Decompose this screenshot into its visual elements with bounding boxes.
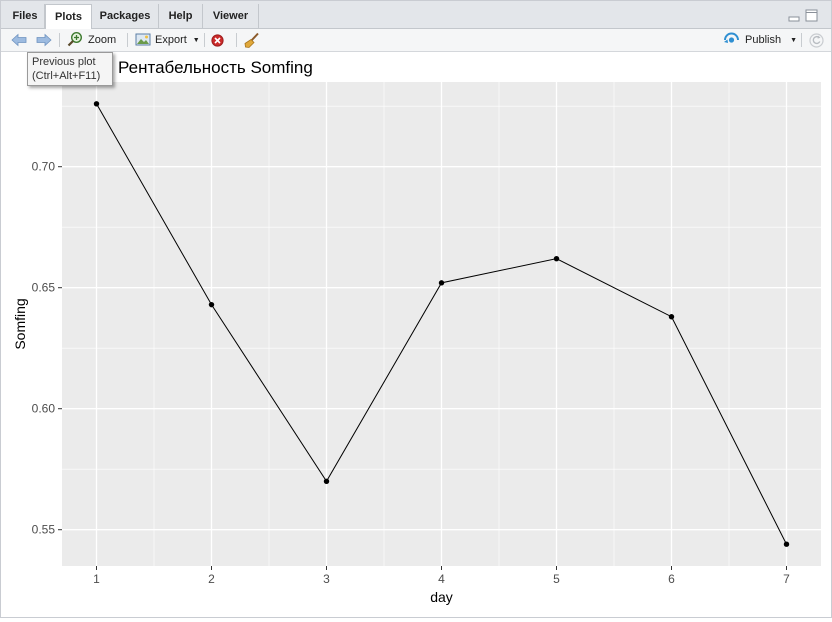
- zoom-icon: [67, 31, 83, 50]
- refresh-icon[interactable]: [809, 31, 824, 49]
- minimize-pane-icon[interactable]: [788, 9, 800, 22]
- toolbar-separator: [127, 33, 128, 47]
- x-tick-label: 6: [668, 572, 675, 586]
- previous-plot-tooltip: Previous plot (Ctrl+Alt+F11): [27, 52, 113, 86]
- zoom-button[interactable]: Zoom: [67, 31, 116, 49]
- plots-toolbar: Zoom Export ▼ Publish ▼: [1, 29, 831, 52]
- data-point: [783, 541, 790, 547]
- x-tick-label: 1: [93, 572, 100, 586]
- axis-ticks: [58, 166, 787, 570]
- export-icon: [135, 32, 151, 49]
- y-tick-labels: 0.55 0.60 0.65 0.70: [32, 160, 56, 537]
- x-tick-labels: 1 2 3 4 5 6 7: [93, 572, 790, 586]
- chevron-down-icon: ▼: [790, 36, 798, 44]
- broom-icon[interactable]: [244, 31, 260, 49]
- toolbar-separator: [801, 33, 802, 47]
- x-tick-label: 5: [553, 572, 560, 586]
- toolbar-separator: [236, 33, 237, 47]
- maximize-pane-icon[interactable]: [805, 9, 818, 22]
- toolbar-separator: [204, 33, 205, 47]
- tab-help[interactable]: Help: [159, 4, 203, 28]
- arrow-left-icon[interactable]: [11, 31, 27, 49]
- chevron-down-icon: ▼: [192, 36, 200, 44]
- x-axis-title: day: [430, 589, 453, 605]
- tooltip-title: Previous plot: [32, 56, 96, 68]
- data-point: [553, 255, 560, 262]
- tooltip-shortcut: (Ctrl+Alt+F11): [32, 70, 101, 82]
- y-tick-label: 0.70: [32, 160, 56, 174]
- line-chart: 0.55 0.60 0.65 0.70 1 2 3 4 5 6 7 ин1 Рентабельно…: [12, 58, 821, 605]
- data-point: [438, 280, 445, 286]
- pane-tab-bar: Files Plots Packages Help Viewer: [1, 1, 831, 29]
- y-axis-title: Somfing: [12, 298, 28, 349]
- export-menu-button[interactable]: Export ▼: [135, 31, 200, 49]
- data-point: [668, 314, 675, 320]
- data-points: [93, 101, 790, 547]
- x-tick-label: 7: [783, 572, 790, 586]
- x-tick-label: 2: [208, 572, 215, 586]
- toolbar-separator: [59, 33, 60, 47]
- tab-plots[interactable]: Plots: [45, 4, 92, 29]
- x-tick-label: 3: [323, 572, 330, 586]
- publish-icon: [723, 32, 740, 49]
- data-point: [208, 301, 215, 308]
- plot-viewer: 0.55 0.60 0.65 0.70 1 2 3 4 5 6 7 ин1 Рентабельно…: [1, 52, 831, 617]
- data-point: [93, 101, 100, 107]
- data-point: [323, 478, 330, 484]
- y-tick-label: 0.65: [32, 281, 56, 295]
- tab-files[interactable]: Files: [6, 4, 45, 28]
- y-tick-label: 0.60: [32, 402, 56, 416]
- zoom-label: Zoom: [88, 34, 117, 46]
- remove-plot-icon[interactable]: [211, 31, 224, 49]
- export-label: Export: [155, 34, 187, 46]
- publish-button[interactable]: Publish ▼: [723, 31, 797, 49]
- x-tick-label: 4: [438, 572, 445, 586]
- tab-viewer[interactable]: Viewer: [203, 4, 259, 28]
- tab-packages[interactable]: Packages: [92, 4, 159, 28]
- y-tick-label: 0.55: [32, 523, 56, 537]
- chart-title: ин1 Рентабельность Somfing: [85, 58, 313, 77]
- arrow-right-icon[interactable]: [36, 31, 52, 49]
- major-gridlines: [62, 82, 821, 566]
- publish-label: Publish: [745, 34, 782, 46]
